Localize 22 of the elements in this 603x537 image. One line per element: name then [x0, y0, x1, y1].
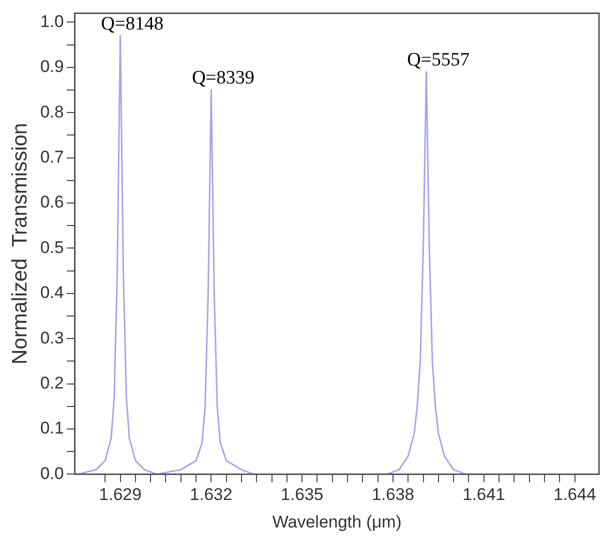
- x-tick-label: 1.632: [190, 485, 232, 504]
- y-tick-label: 0.8: [40, 102, 64, 122]
- x-tick-label: 1.629: [99, 485, 142, 504]
- x-tick-label: 1.638: [372, 485, 414, 504]
- y-tick-label: 1.0: [40, 12, 64, 31]
- y-tick-label: 0.4: [40, 283, 64, 302]
- x-tick-label: 1.635: [280, 485, 324, 504]
- y-axis-title: Normalized Transmission: [8, 122, 32, 364]
- y-tick-label: 0.7: [40, 148, 64, 167]
- y-tick-label: 0.1: [40, 418, 64, 438]
- x-tick-label: 1.644: [553, 485, 596, 504]
- text: 0.0: [40, 464, 64, 483]
- y-tick-label: 0.3: [40, 328, 64, 348]
- y-tick-label: 0.6: [40, 192, 64, 212]
- annotation: Q=8148: [101, 13, 164, 34]
- y-tick-label: 0.2: [40, 373, 64, 392]
- y-tick-label: 0.5: [40, 238, 64, 257]
- x-tick-label: 1.641: [462, 485, 506, 504]
- y-tick-label: 0.9: [40, 57, 64, 76]
- annotation: Q=8339: [192, 68, 254, 89]
- x-axis-title: Wavelength (μm): [272, 512, 402, 532]
- annotation: Q=5557: [407, 49, 470, 70]
